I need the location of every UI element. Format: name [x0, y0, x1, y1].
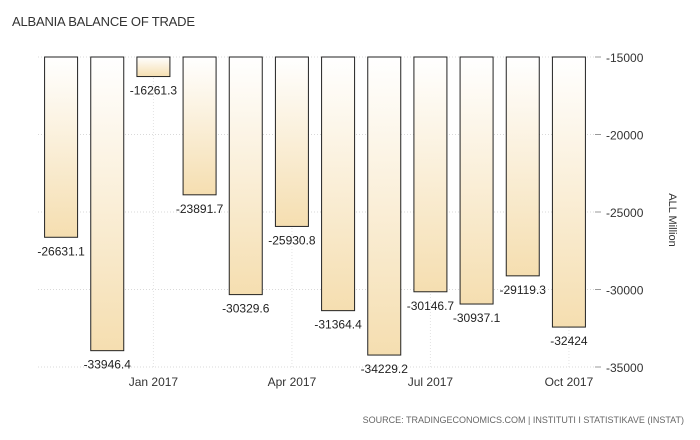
bar-feb-2017 [182, 56, 217, 196]
data-label: -30937.1 [453, 311, 501, 325]
x-tick-label: Apr 2017 [268, 375, 317, 389]
data-label: -33946.4 [84, 358, 132, 372]
x-tick-label: Oct 2017 [545, 375, 594, 389]
bar-jan-2017 [136, 56, 171, 78]
y-tick-label: -30000 [606, 284, 644, 298]
data-label: -34229.2 [361, 362, 409, 376]
bar-may-2017 [321, 56, 356, 312]
data-label: -30329.6 [222, 302, 270, 316]
data-label: -26631.1 [37, 244, 85, 258]
x-tick-label: Jan 2017 [129, 375, 179, 389]
bar-apr-2017 [274, 56, 309, 227]
data-label: -32424 [550, 334, 588, 348]
bar-nov-2016 [44, 56, 79, 238]
data-label: -29119.3 [500, 283, 547, 297]
x-tick-label: Jul 2017 [408, 375, 454, 389]
y-tick-label: -35000 [606, 361, 644, 375]
bar-mar-2017 [228, 56, 263, 296]
bar-jul-2017 [413, 56, 448, 293]
data-label: -25930.8 [268, 233, 316, 247]
source-credit: SOURCE: TRADINGECONOMICS.COM | INSTITUTI… [362, 415, 684, 425]
data-label: -30146.7 [407, 299, 455, 313]
bar-aug-2017 [459, 56, 494, 305]
data-label: -31364.4 [314, 318, 362, 332]
bar-dec-2016 [90, 56, 125, 352]
bar-jun-2017 [367, 56, 402, 356]
y-tick-label: -20000 [606, 129, 644, 143]
bar-oct-2017 [551, 56, 586, 328]
y-tick-label: -25000 [606, 206, 644, 220]
data-label: -16261.3 [130, 84, 178, 98]
y-axis-unit-label: ALL Million [666, 193, 678, 247]
data-label: -23891.7 [176, 202, 224, 216]
y-tick-label: -15000 [606, 51, 644, 65]
chart-title: ALBANIA BALANCE OF TRADE [12, 14, 195, 29]
bar-sep-2017 [505, 56, 540, 277]
